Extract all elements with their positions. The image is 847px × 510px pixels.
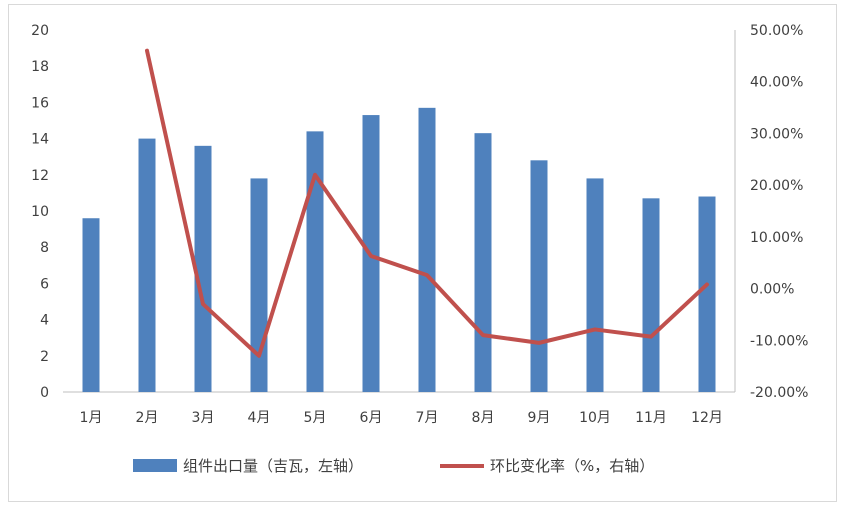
right-tick-label: -20.00%	[750, 385, 808, 401]
left-axis-ticks: 0 2 4 6 8 10 12 14 16 18 20	[31, 23, 49, 401]
bar	[194, 145, 212, 392]
line-point	[258, 355, 260, 357]
left-tick-label: 20	[31, 23, 49, 39]
bar	[306, 131, 324, 393]
x-tick-label: 12月	[691, 410, 723, 426]
x-tick-label: 2月	[136, 410, 159, 426]
right-tick-label: 20.00%	[750, 178, 803, 194]
left-tick-label: 10	[31, 204, 49, 220]
x-tick-label: 6月	[360, 410, 383, 426]
right-tick-label: 30.00%	[750, 126, 803, 142]
right-axis-ticks: -20.00% -10.00% 0.00% 10.00% 20.00% 30.00% 40.…	[750, 23, 808, 401]
right-tick-label: 10.00%	[750, 230, 803, 246]
right-tick-label: 0.00%	[750, 282, 794, 298]
legend-label-bar: 组件出口量（吉瓦，左轴）	[183, 457, 363, 475]
line-point	[538, 342, 540, 344]
x-tick-label: 7月	[416, 410, 439, 426]
line-point	[314, 174, 316, 176]
x-tick-label: 11月	[635, 410, 667, 426]
left-tick-label: 2	[40, 349, 49, 365]
x-tick-label: 3月	[192, 410, 215, 426]
left-tick-label: 14	[31, 132, 49, 148]
bar	[82, 218, 100, 392]
line-point	[202, 303, 204, 305]
legend-label-line: 环比变化率（%，右轴）	[490, 457, 654, 475]
bars	[82, 107, 716, 393]
x-tick-label: 5月	[304, 410, 327, 426]
bar	[138, 138, 156, 392]
x-tick-label: 1月	[80, 410, 103, 426]
left-tick-label: 6	[40, 276, 49, 292]
x-tick-label: 8月	[472, 410, 495, 426]
x-tick-label: 9月	[528, 410, 551, 426]
right-tick-label: -10.00%	[750, 333, 808, 349]
bar	[474, 133, 492, 393]
left-tick-label: 0	[40, 385, 49, 401]
left-tick-label: 12	[31, 168, 49, 184]
line-point	[146, 50, 148, 52]
left-tick-label: 8	[40, 240, 49, 256]
bar	[642, 198, 660, 392]
bar	[250, 178, 268, 392]
line-point	[650, 336, 652, 338]
line-point	[482, 334, 484, 336]
legend-swatch-bar	[133, 459, 177, 472]
line-point	[370, 255, 372, 257]
bar	[586, 178, 604, 392]
left-tick-label: 4	[40, 313, 49, 329]
x-tick-label: 4月	[248, 410, 271, 426]
right-tick-label: 50.00%	[750, 23, 803, 39]
left-tick-label: 18	[31, 59, 49, 75]
axes	[63, 30, 736, 393]
bar	[418, 107, 436, 392]
line-series	[145, 48, 709, 358]
bar	[698, 196, 716, 392]
bar	[530, 160, 548, 392]
x-axis-ticks: 1月 2月 3月 4月 5月 6月 7月 8月 9月 10月 11月 12月	[80, 410, 723, 426]
line-point	[426, 274, 428, 276]
line-point	[706, 283, 708, 285]
legend: 组件出口量（吉瓦，左轴） 环比变化率（%，右轴）	[133, 457, 654, 475]
left-tick-label: 16	[31, 95, 49, 111]
x-tick-label: 10月	[579, 410, 611, 426]
line-point	[594, 328, 596, 330]
right-tick-label: 40.00%	[750, 75, 803, 91]
